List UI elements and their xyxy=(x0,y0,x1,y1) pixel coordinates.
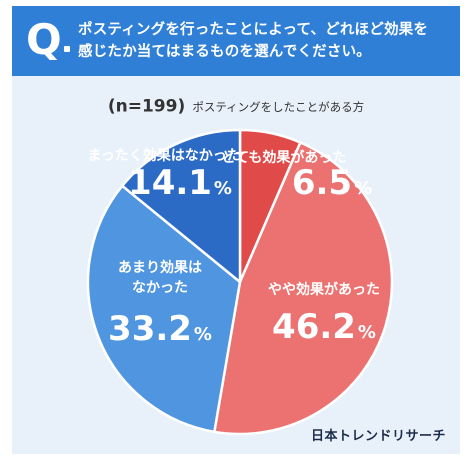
question-header: Q ポスティングを行ったことによって、どれほど効果を 感じたか当てはまるものを選… xyxy=(12,6,460,76)
sample-caption: (n=199) ポスティングをしたことがある方 xyxy=(12,96,460,117)
slice-value-label: 33.2% xyxy=(108,309,212,349)
chart-panel: (n=199) ポスティングをしたことがある方 とても効果があった 6.5% やや効… xyxy=(12,76,460,454)
sample-size: (n=199) xyxy=(107,96,186,117)
q-dot-icon xyxy=(64,46,70,52)
brand-logo: 日本トレンドリサーチ xyxy=(310,429,446,444)
slice-value-label: 14.1% xyxy=(128,163,232,203)
sample-group: ポスティングをしたことがある方 xyxy=(192,99,365,114)
q-icon: Q xyxy=(26,15,62,64)
slice-value-label: 6.5% xyxy=(292,163,372,203)
question-line-1: ポスティングを行ったことによって、どれほど効果を xyxy=(78,22,429,38)
pie-slice xyxy=(86,184,242,434)
question-line-2: 感じたか当てはまるものを選んでください。 xyxy=(78,44,371,60)
slice-value-label: 46.2% xyxy=(272,307,376,347)
slice-label: とても効果があった xyxy=(222,149,347,166)
pie-slices xyxy=(86,128,394,436)
slice-label: まったく効果はなかった xyxy=(87,147,240,164)
slice-label: やや効果があった xyxy=(268,281,380,298)
slice-label: あまり効果は xyxy=(118,259,202,276)
question-text: ポスティングを行ったことによって、どれほど効果を 感じたか当てはまるものを選んで… xyxy=(78,19,450,63)
pie-slice xyxy=(213,141,394,436)
slice-label: なかった xyxy=(132,280,188,296)
pie-slice xyxy=(121,128,242,284)
